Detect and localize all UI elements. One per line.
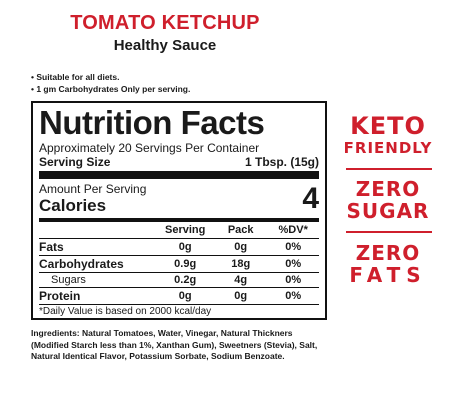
- table-row: Carbohydrates 0.9g 18g 0%: [39, 255, 319, 273]
- badge-line: SUGAR: [346, 199, 430, 223]
- table-header-row: Serving Pack %DV*: [39, 223, 319, 239]
- daily-value: 0%: [267, 255, 319, 273]
- column-header: %DV*: [267, 223, 319, 239]
- zero-fats-badge: ZERO FATS: [336, 242, 440, 286]
- daily-value-footnote: *Daily Value is based on 2000 kcal/day: [39, 303, 319, 318]
- calories-block: Amount Per Serving Calories 4: [39, 181, 319, 217]
- pack-amount: 0g: [234, 289, 248, 302]
- pack-amount: 4g: [213, 272, 268, 288]
- calories-value: 4: [302, 182, 319, 215]
- column-header: Pack: [213, 223, 268, 239]
- table-row: Protein 0g 0g 0%: [39, 287, 319, 304]
- serving-amount: 0g: [156, 238, 214, 256]
- serving-amount: 0.2g: [156, 272, 214, 288]
- badge-line: KETO: [350, 112, 426, 140]
- medium-divider: [39, 218, 319, 222]
- zero-sugar-badge: ZERO SUGAR: [336, 178, 440, 222]
- badge-line: ZERO: [355, 241, 421, 265]
- pack-amount: 18g: [213, 255, 268, 273]
- nutrition-facts-title: Nutrition Facts: [39, 104, 265, 141]
- keto-friendly-badge: KETO FRIENDLY: [336, 113, 440, 157]
- badge-line: FRIENDLY: [343, 139, 433, 157]
- product-subtitle: Healthy Sauce: [113, 37, 217, 54]
- product-name: TOMATO KETCHUP: [70, 12, 260, 34]
- serving-amount: 0g: [178, 289, 192, 302]
- amount-per-serving: Amount Per Serving: [39, 182, 147, 196]
- bullet-item: • 1 gm Carbohydrates Only per serving.: [31, 84, 191, 94]
- product-header: TOMATO KETCHUP Healthy Sauce: [0, 12, 330, 54]
- bullet-item: • Suitable for all diets.: [31, 72, 120, 82]
- nutrient-label: Carbohydrates: [39, 255, 157, 273]
- thick-divider: [39, 171, 319, 179]
- serving-amount: 0.9g: [156, 255, 214, 273]
- table-row: Sugars 0.2g 4g 0%: [39, 272, 319, 288]
- nutrient-label: Protein: [39, 288, 81, 303]
- pack-amount: 0g: [213, 238, 268, 256]
- column-header: Serving: [156, 223, 214, 239]
- servings-per-container: Approximately 20 Servings Per Container: [39, 141, 260, 155]
- nutrition-facts-panel: Nutrition Facts Approximately 20 Serving…: [31, 101, 327, 320]
- daily-value: 0%: [267, 272, 319, 288]
- calories-label: Calories: [39, 196, 107, 215]
- badge-divider: [346, 231, 432, 233]
- badge-line: ZERO: [355, 177, 421, 201]
- nutrient-table: Serving Pack %DV* Fats 0g 0g 0% Carbohyd…: [39, 223, 319, 304]
- daily-value: 0%: [285, 289, 302, 302]
- feature-bullets: • Suitable for all diets. • 1 gm Carbohy…: [31, 71, 190, 95]
- serving-size-value: 1 Tbsp. (15g): [244, 155, 319, 169]
- ingredients-text: Ingredients: Natural Tomatoes, Water, Vi…: [31, 328, 318, 361]
- table-row: Fats 0g 0g 0%: [39, 238, 319, 256]
- badge-divider: [346, 168, 432, 170]
- serving-size-label: Serving Size: [39, 155, 111, 169]
- daily-value: 0%: [267, 238, 319, 256]
- serving-size-row: Serving Size 1 Tbsp. (15g): [39, 155, 319, 169]
- nutrient-label: Sugars: [39, 272, 157, 288]
- nutrient-label: Fats: [39, 238, 157, 256]
- badge-line: FATS: [349, 263, 427, 287]
